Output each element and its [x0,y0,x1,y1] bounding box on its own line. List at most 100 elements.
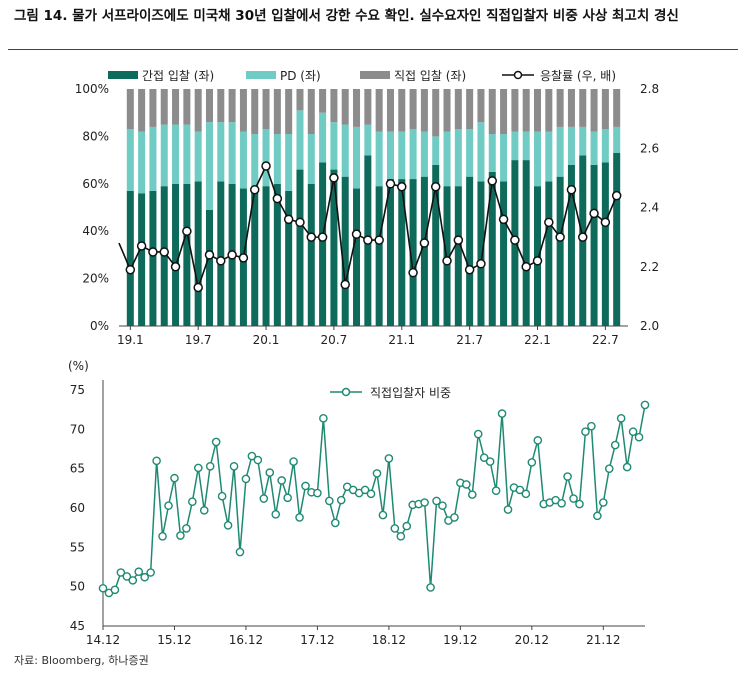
bar-indirect [330,169,338,326]
bar-pd [273,134,281,184]
direct-share-point [271,509,281,519]
legend-label: 응찰률 (우, 배) [540,69,616,83]
bar-direct [160,89,168,125]
bid-cover-point [148,247,158,257]
bar-indirect [522,160,530,326]
x-tick-label: 15.12 [157,633,191,647]
direct-share-point [473,429,483,439]
legend-label: 직접입찰자 비중 [370,386,451,400]
bar-stack [601,89,609,326]
bar-direct [126,89,134,130]
direct-share-point [259,494,269,503]
bar-stack [149,89,157,326]
bar-pd [138,131,146,194]
bar-stack [375,89,383,326]
bid-cover-point [204,250,215,260]
bar-pd [126,129,134,191]
y-tick-label-left: 40% [82,224,109,238]
bar-indirect [409,179,417,326]
direct-share-point [253,455,263,465]
bar-direct [251,89,259,135]
x-tick-label: 21.1 [388,333,415,347]
direct-share-point [378,510,388,520]
bar-stack [398,89,406,326]
bar-indirect [138,193,146,326]
bar-pd [556,126,564,177]
bar-stack [386,89,394,326]
y-tick-label-left: 60% [82,177,109,191]
bar-stack [567,89,575,326]
direct-share-point [265,468,275,477]
direct-share-point [503,505,513,514]
bar-direct [262,89,270,130]
bid-cover-point [351,229,362,239]
direct-share-point [223,521,233,530]
bid-cover-point [306,232,317,242]
bar-indirect [500,181,508,326]
bar-pd [545,131,553,182]
legend-label: 직접 입찰 (좌) [394,69,466,83]
bar-direct [477,89,485,123]
y-tick-label: 75 [70,383,85,397]
x-tick-label: 19.7 [185,333,212,347]
figure-title: 그림 14. 물가 서프라이즈에도 미국채 30년 입찰에서 강한 수요 확인.… [14,8,679,24]
bar-pd [239,131,247,189]
bar-stack [353,89,361,326]
bar-stack [511,89,519,326]
bar-direct [432,89,440,137]
bar-stack [477,89,485,326]
y-unit-label: (%) [68,359,89,373]
bar-direct [443,89,451,132]
bar-pd [205,122,213,210]
direct-share-point [176,531,185,540]
bar-pd [217,122,225,182]
direct-share-point [128,576,138,585]
bar-pd [172,124,180,184]
direct-share-point [575,499,584,509]
bar-pd [307,134,315,184]
direct-share-point [330,518,340,528]
bar-direct [353,89,361,127]
y-tick-label: 65 [70,462,85,476]
x-tick-label: 21.7 [456,333,483,347]
bar-direct [454,89,462,130]
bid-cover-point [125,264,136,275]
bar-stack [307,89,315,326]
direct-share-point [134,567,144,577]
bar-direct [205,89,213,123]
direct-share-point [211,437,221,447]
direct-share-point [295,513,304,522]
bar-pd [488,134,496,172]
bar-indirect [386,179,394,326]
direct-share-point [479,453,489,462]
direct-share-point [313,488,322,498]
x-tick-label: 22.1 [524,333,551,347]
bid-cover-point [340,279,350,290]
legend-item: 직접입찰자 비중 [330,386,451,400]
bid-cover-point [136,241,147,251]
direct-share-point [485,457,495,466]
x-tick-label: 18.12 [372,633,406,647]
bar-direct [511,89,519,132]
direct-share-point [593,511,602,521]
legend-item: 응찰률 (우, 배) [502,69,616,83]
bar-indirect [251,188,259,326]
bar-indirect [205,209,213,326]
direct-share-point [390,524,400,533]
bar-pd [341,124,349,177]
y-tick-label-left: 0% [90,319,109,333]
bar-pd [262,129,270,187]
direct-share-point [628,427,638,436]
bar-pd [160,124,168,187]
direct-share-point [604,464,614,473]
direct-share-point [277,476,286,485]
direct-share-point [182,524,191,533]
bid-cover-point [510,235,520,245]
x-tick-label: 17.12 [300,633,334,647]
bar-stack [296,89,304,326]
bid-cover-point [363,235,373,245]
legend-label: 간접 입찰 (좌) [142,69,214,83]
bar-pd [228,122,236,184]
x-tick-label: 19.12 [443,633,477,647]
bar-stack [545,89,553,326]
